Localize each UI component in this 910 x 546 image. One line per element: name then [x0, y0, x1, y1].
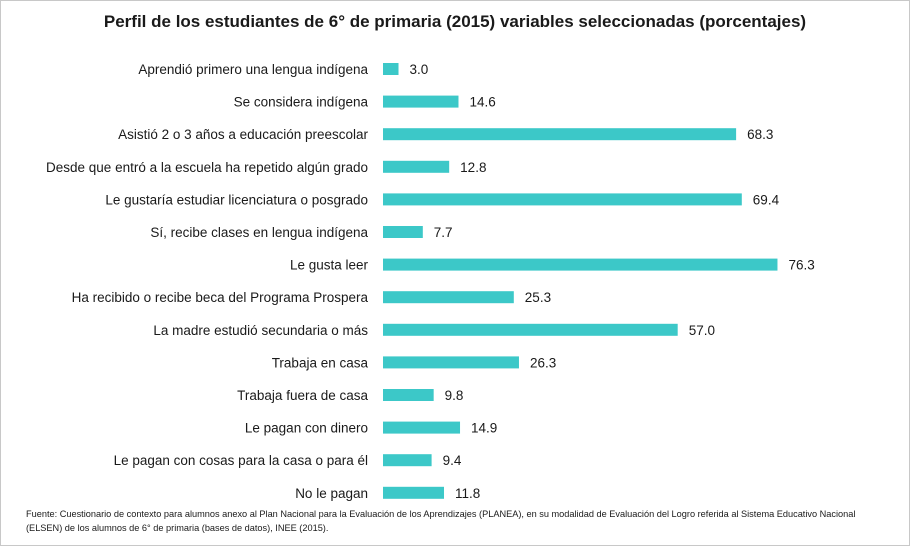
bar [383, 389, 434, 401]
category-label: Aprendió primero una lengua indígena [138, 62, 368, 77]
chart-title: Perfil de los estudiantes de 6° de prima… [103, 12, 807, 31]
category-label: Asistió 2 o 3 años a educación preescola… [118, 127, 368, 142]
value-label: 69.4 [753, 192, 780, 207]
category-label: La madre estudió secundaria o más [153, 323, 368, 338]
source-note: Fuente: Cuestionario de contexto para al… [26, 509, 856, 533]
category-label: Se considera indígena [234, 95, 369, 110]
bar [383, 258, 778, 271]
category-label: Le gustaría estudiar licenciatura o posg… [105, 192, 368, 207]
value-label: 25.3 [525, 290, 551, 305]
category-label: Sí, recibe clases en lengua indígena [150, 225, 368, 240]
value-label: 76.3 [788, 258, 814, 273]
category-label: Trabaja en casa [272, 355, 369, 370]
bar [383, 486, 445, 499]
category-label: Le gusta leer [290, 258, 369, 273]
value-label: 7.7 [434, 225, 453, 240]
category-label: Trabaja fuera de casa [237, 388, 368, 403]
value-label: 14.6 [469, 95, 495, 110]
bar [383, 323, 678, 336]
category-label: No le pagan [295, 486, 368, 501]
value-label: 9.8 [445, 388, 464, 403]
category-label: Desde que entró a la escuela ha repetido… [46, 160, 368, 175]
value-label: 11.8 [455, 486, 480, 501]
value-label: 14.9 [471, 421, 497, 436]
value-label: 26.3 [530, 355, 556, 370]
bar [383, 226, 423, 238]
category-label: Le pagan con dinero [245, 421, 368, 436]
bar [383, 356, 519, 369]
bar [383, 160, 450, 173]
category-label: Le pagan con cosas para la casa o para é… [114, 453, 368, 468]
value-label: 12.8 [460, 160, 486, 175]
bar [383, 128, 737, 141]
category-label: Ha recibido o recibe beca del Programa P… [72, 290, 369, 305]
bar [383, 454, 432, 467]
bar [383, 95, 459, 108]
value-label: 57.0 [689, 323, 715, 338]
value-label: 68.3 [747, 127, 773, 142]
bar [383, 421, 461, 434]
bar [383, 63, 399, 75]
value-label: 3.0 [410, 62, 429, 77]
bar [383, 291, 514, 304]
bar [383, 193, 742, 206]
value-label: 9.4 [443, 453, 462, 468]
